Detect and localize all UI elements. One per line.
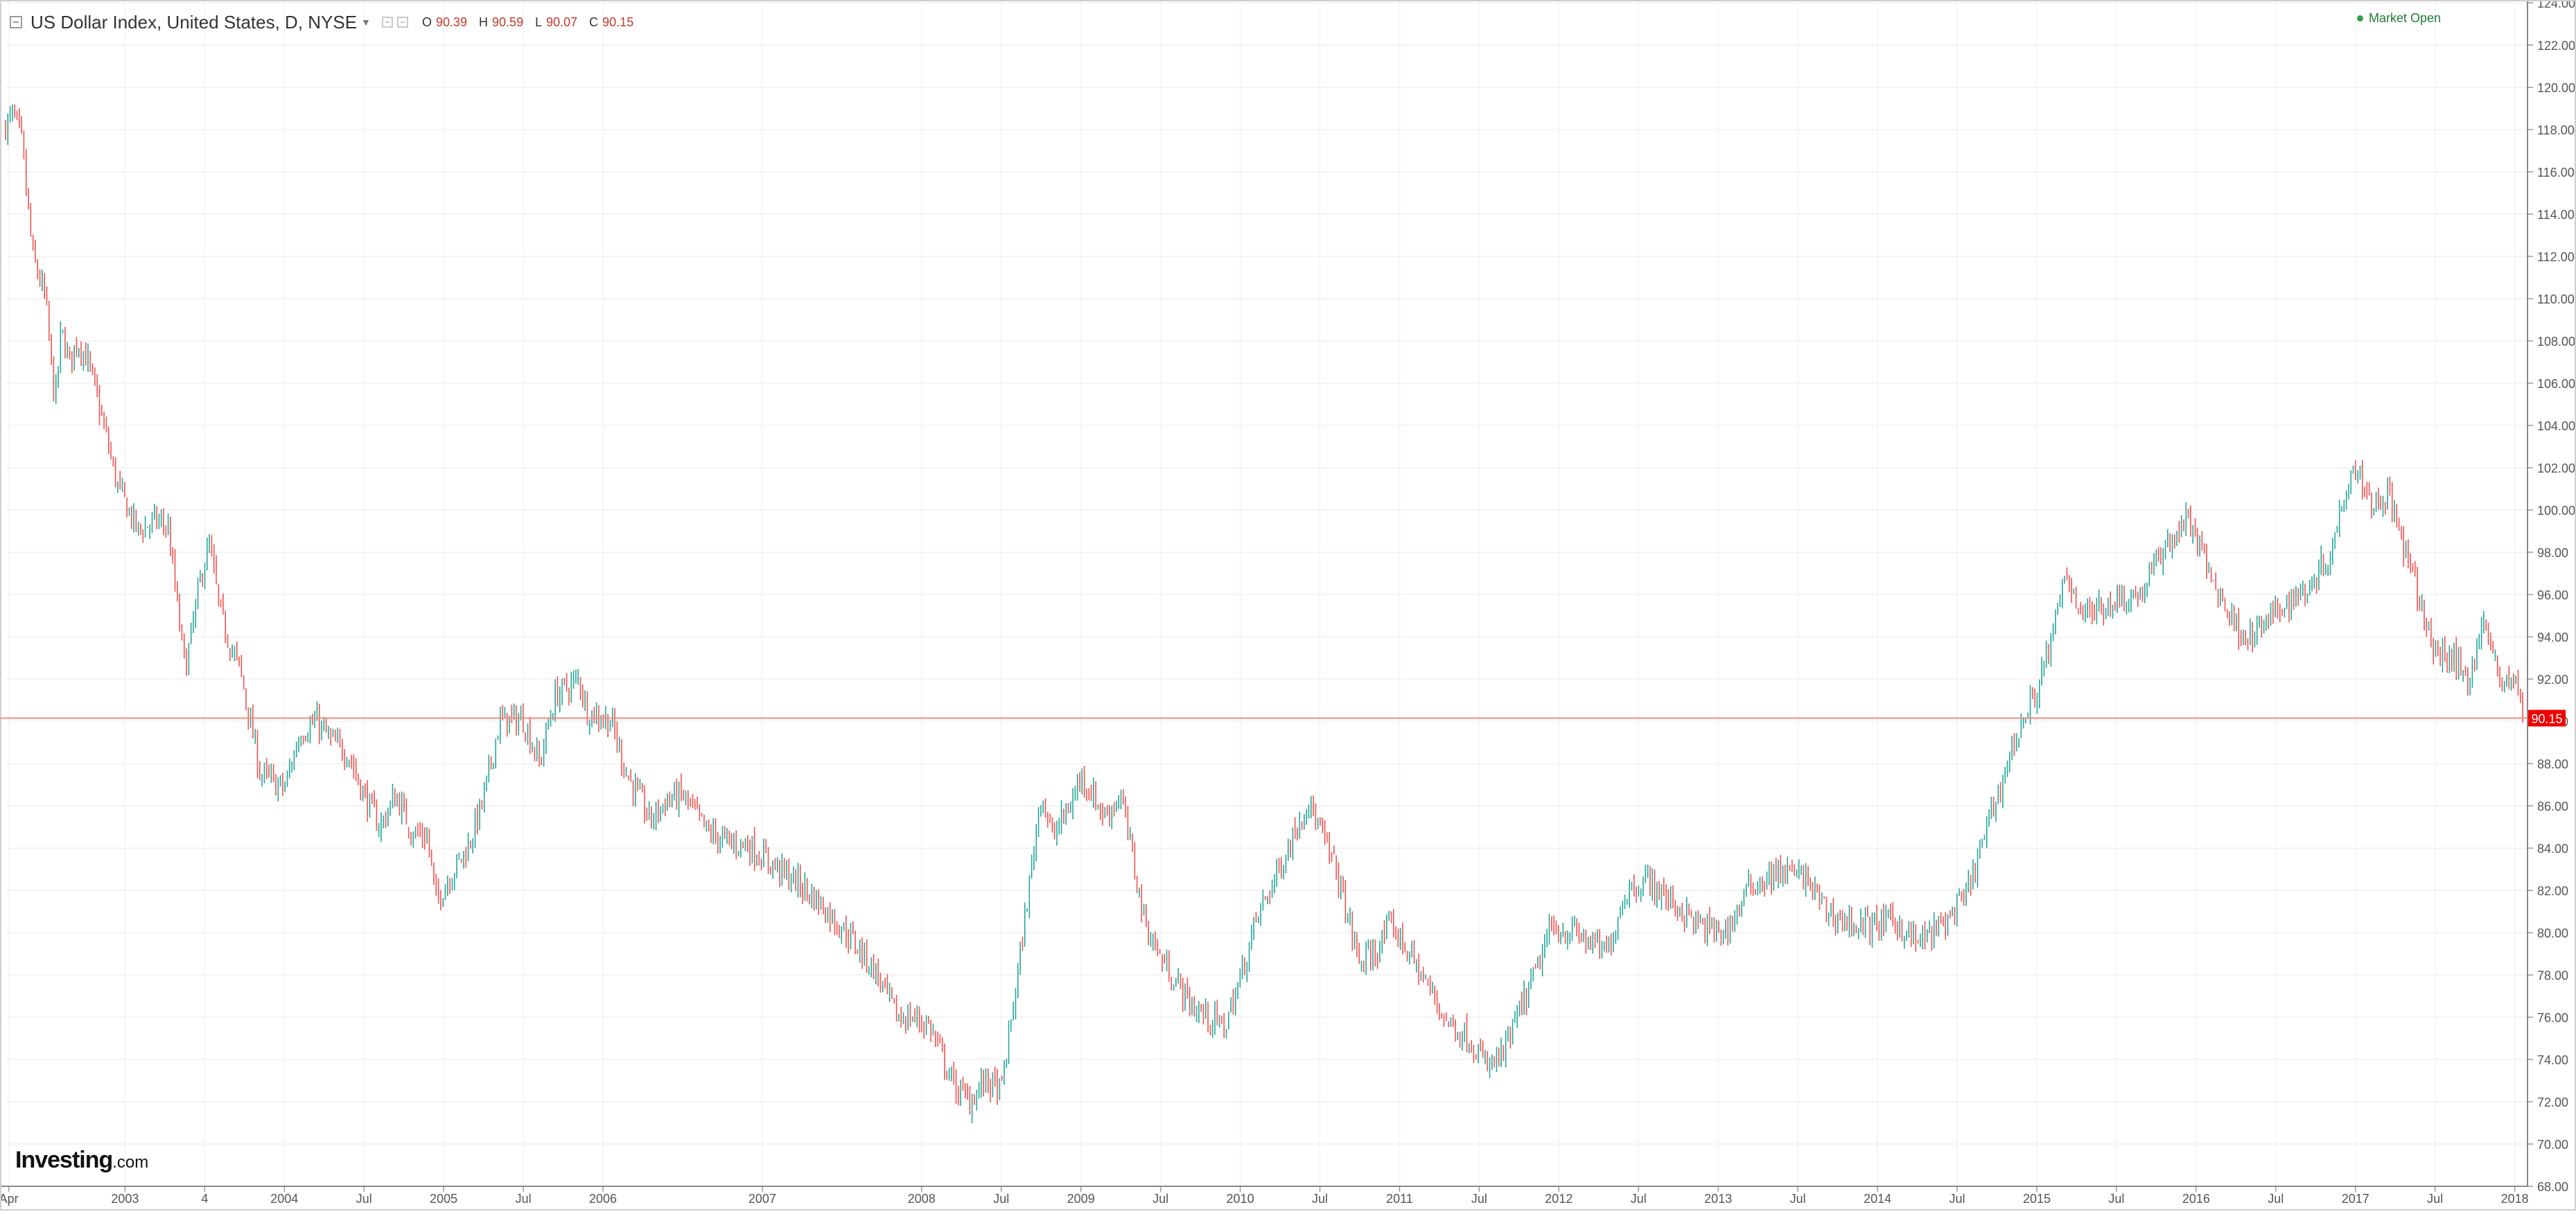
low-value: 90.07	[546, 15, 578, 29]
x-tick-label: 2016	[2182, 1192, 2210, 1206]
y-tick-label: 92.00	[2537, 673, 2568, 687]
x-tick-label: 2006	[589, 1192, 617, 1206]
ohlc-readout: O 90.39 H 90.59 L 90.07 C 90.15	[422, 15, 642, 30]
x-tick-label: Jul	[993, 1192, 1009, 1206]
x-tick-label: Jul	[356, 1192, 372, 1206]
last-price-label: 90.15	[2531, 712, 2562, 725]
close-label: C	[589, 15, 599, 29]
x-tick-label: 2018	[2501, 1192, 2529, 1206]
x-tick-label: Jul	[1153, 1192, 1168, 1206]
y-tick-label: 86.00	[2537, 800, 2568, 813]
y-tick-label: 94.00	[2537, 631, 2568, 644]
y-tick-label: 68.00	[2537, 1180, 2568, 1194]
x-tick-label: 2008	[908, 1192, 936, 1206]
last-price-marker: 90.15	[0, 710, 2566, 727]
open-label: O	[421, 15, 432, 29]
y-tick-label: 110.00	[2537, 292, 2575, 306]
y-tick-label: 74.00	[2537, 1053, 2568, 1067]
x-tick-label: Jul	[1631, 1192, 1647, 1206]
y-tick-label: 98.00	[2537, 546, 2568, 560]
x-tick-label: 2004	[270, 1192, 298, 1206]
low-label: L	[535, 15, 543, 29]
x-tick-label: 2005	[430, 1192, 457, 1206]
high-value: 90.59	[492, 15, 524, 29]
x-tick-label: Jul	[1312, 1192, 1328, 1206]
x-tick-label: 2009	[1067, 1192, 1095, 1206]
x-tick-label: 2014	[1864, 1192, 1891, 1206]
y-tick-label: 70.00	[2537, 1138, 2568, 1152]
y-tick-label: 96.00	[2537, 588, 2568, 602]
x-tick-label: Apr	[0, 1192, 19, 1206]
x-tick-label: Jul	[1790, 1192, 1806, 1206]
y-tick-label: 100.00	[2537, 504, 2575, 518]
investing-logo: Investing.com	[15, 1147, 148, 1174]
x-tick-label: 2010	[1227, 1192, 1254, 1206]
x-tick-label: Jul	[1949, 1192, 1965, 1206]
x-tick-label: 2011	[1386, 1192, 1413, 1206]
x-tick-label: 2007	[748, 1192, 776, 1206]
y-tick-label: 88.00	[2537, 757, 2568, 771]
y-tick-label: 104.00	[2537, 419, 2575, 433]
y-tick-label: 122.00	[2537, 39, 2575, 53]
market-status: Market Open	[2356, 11, 2441, 26]
y-tick-label: 120.00	[2537, 81, 2575, 95]
y-tick-label: 112.00	[2537, 250, 2575, 264]
last-price-tag	[2528, 710, 2566, 727]
settings-icon[interactable]	[381, 17, 393, 28]
close-value: 90.15	[602, 15, 634, 29]
x-tick-label: 2003	[111, 1192, 139, 1206]
x-tick-label: Jul	[2427, 1192, 2443, 1206]
chevron-down-icon[interactable]: ▼	[361, 17, 371, 28]
y-tick-label: 102.00	[2537, 461, 2575, 475]
high-label: H	[479, 15, 489, 29]
x-tick-label: 2012	[1545, 1192, 1572, 1206]
x-tick-label: 2015	[2023, 1192, 2051, 1206]
x-tick-label: Jul	[2268, 1192, 2284, 1206]
price-series	[5, 104, 2523, 1123]
chart-legend: US Dollar Index, United States, D, NYSE …	[10, 8, 642, 36]
x-tick-label: 2013	[1704, 1192, 1732, 1206]
status-dot-icon	[2356, 15, 2363, 21]
y-tick-label: 78.00	[2537, 969, 2568, 983]
y-tick-label: 114.00	[2537, 208, 2575, 222]
y-tick-label: 124.00	[2537, 0, 2575, 10]
y-tick-label: 72.00	[2537, 1096, 2568, 1109]
y-tick-label: 76.00	[2537, 1011, 2568, 1025]
x-tick-label: 4	[201, 1192, 208, 1206]
x-tick-label: Jul	[1471, 1192, 1487, 1206]
logo-domain: .com	[112, 1153, 149, 1172]
y-tick-label: 106.00	[2537, 377, 2575, 391]
y-tick-label: 108.00	[2537, 335, 2575, 349]
market-status-label: Market Open	[2368, 11, 2441, 25]
y-tick-label: 118.00	[2537, 123, 2575, 137]
chart-grid	[6, 2, 2527, 1187]
close-icon[interactable]	[396, 17, 408, 28]
collapse-icon[interactable]	[10, 16, 22, 28]
symbol-title[interactable]: US Dollar Index, United States, D, NYSE	[30, 11, 358, 33]
x-tick-label: 2017	[2342, 1192, 2369, 1206]
x-tick-label: Jul	[2108, 1192, 2124, 1206]
y-tick-label: 116.00	[2537, 166, 2575, 179]
open-value: 90.39	[435, 15, 468, 29]
x-tick-label: Jul	[516, 1192, 532, 1206]
y-tick-label: 80.00	[2537, 926, 2568, 940]
y-tick-label: 82.00	[2537, 884, 2568, 898]
logo-brand: Investing	[15, 1147, 113, 1173]
y-tick-label: 84.00	[2537, 842, 2568, 856]
